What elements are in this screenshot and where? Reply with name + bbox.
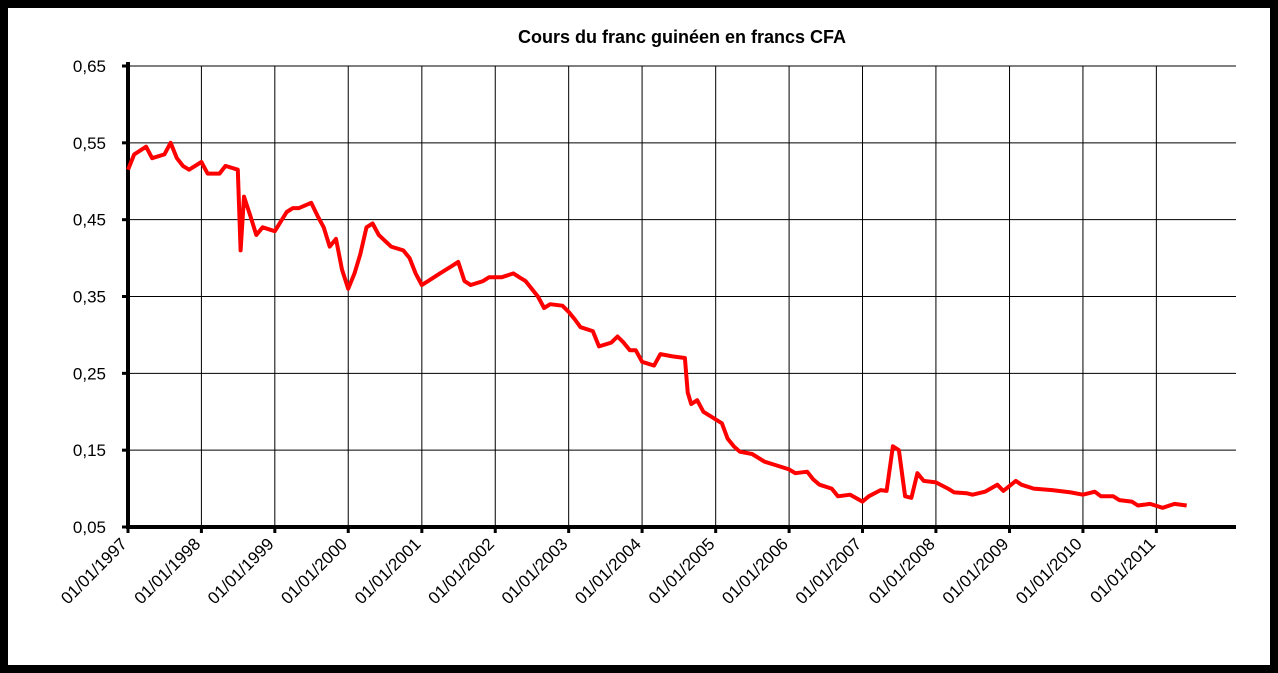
y-tick-label: 0,55 [73,134,106,153]
y-tick-label: 0,35 [73,288,106,307]
data-line [126,140,1187,510]
y-tick-label: 0,15 [73,441,106,460]
y-tick-label: 0,65 [73,57,106,76]
y-tick-label: 0,25 [73,364,106,383]
chart-title: Cours du franc guinéen en francs CFA [518,27,846,47]
y-tick-label: 0,05 [73,518,106,537]
y-tick-label: 0,45 [73,211,106,230]
